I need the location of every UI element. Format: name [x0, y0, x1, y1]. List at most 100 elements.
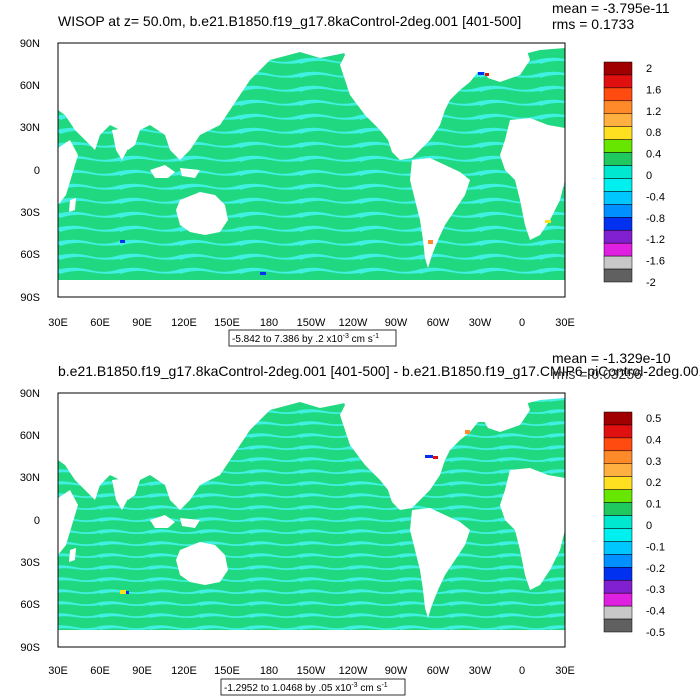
panel2-lat-axis: 90N 60N 30N 0 30S 60S 90S [20, 388, 40, 654]
colorbar-swatch [603, 592, 633, 607]
colorbar-swatch [603, 476, 633, 490]
colorbar-label: -0.3 [646, 584, 665, 596]
panel1-hotspot [485, 73, 489, 76]
lon-label: 150W [297, 317, 326, 329]
colorbar-swatch [603, 567, 633, 581]
lon-label: 30E [555, 665, 575, 677]
colorbar-swatch [603, 152, 633, 166]
panel1-colorbar: 2 1.6 1.2 0.8 0.4 0 -0.4 -0.8 -1.2 -1.6 -2 [603, 61, 665, 289]
panel1-range-box [228, 329, 397, 347]
colorbar-label: -0.4 [646, 191, 665, 203]
colorbar-swatch [603, 618, 633, 633]
panel1-hotspot [545, 220, 551, 223]
lon-label: 150W [297, 665, 326, 677]
colorbar-swatch [603, 229, 633, 244]
lon-label: 60E [90, 317, 110, 329]
colorbar-swatch [603, 113, 633, 127]
panel1-lon-axis: 30E 60E 90E 120E 150E 180 150W 120W 90W … [48, 317, 575, 329]
panel2-range-box [220, 678, 406, 696]
lat-label: 30N [20, 122, 40, 134]
colorbar-label: 1.2 [646, 106, 661, 118]
lat-label: 60S [20, 249, 40, 261]
lon-label: 60E [90, 665, 110, 677]
colorbar-label: 0.4 [646, 149, 661, 161]
colorbar-swatch [603, 502, 633, 516]
lon-label: 30W [469, 665, 492, 677]
panel1-map [58, 43, 565, 297]
colorbar-swatch [603, 87, 633, 102]
colorbar-swatch [603, 489, 633, 503]
colorbar-label: -1.2 [646, 234, 665, 246]
lon-label: 30E [555, 317, 575, 329]
lon-label: 180 [260, 317, 278, 329]
colorbar-swatch [603, 255, 633, 270]
colorbar-label: 0.3 [646, 456, 661, 468]
panel2-hotspot [120, 590, 126, 594]
lat-label: 30N [20, 472, 40, 484]
lat-label: 90N [20, 38, 40, 50]
colorbar-swatch [603, 191, 633, 205]
colorbar-swatch [603, 100, 633, 115]
colorbar-swatch [603, 450, 633, 465]
colorbar-label: -2 [646, 277, 656, 289]
lon-label: 180 [260, 665, 278, 677]
lon-label: 120E [171, 317, 197, 329]
lon-label: 30W [469, 317, 492, 329]
panel1-lat-axis: 90N 60N 30N 0 30S 60S 90S [20, 38, 40, 304]
colorbar-label: 0 [646, 520, 652, 532]
colorbar-swatch [603, 61, 633, 76]
lon-label: 30E [48, 665, 68, 677]
colorbar-swatch [603, 528, 633, 542]
panel1-hotspot [428, 240, 433, 244]
lon-label: 90W [385, 317, 408, 329]
colorbar-swatch [603, 242, 633, 257]
panel1-title: WISOP at z= 50.0m, b.e21.B1850.f19_g17.8… [58, 13, 521, 29]
lon-label: 0 [519, 665, 525, 677]
lat-label: 0 [34, 515, 40, 527]
colorbar-swatch [603, 463, 633, 477]
lon-label: 60W [427, 665, 450, 677]
colorbar-label: 0.2 [646, 477, 661, 489]
panel1-hotspot [120, 240, 125, 243]
panel2-range-label: -1.2952 to 1.0468 by .05 x10-3 cm s-1 [224, 682, 388, 694]
lat-label: 60N [20, 80, 40, 92]
panel2-map [58, 393, 565, 647]
panel2-hotspot [433, 456, 438, 459]
lat-label: 90S [20, 642, 40, 654]
colorbar-swatch [603, 217, 633, 231]
colorbar-swatch [603, 268, 633, 283]
lon-label: 90W [385, 665, 408, 677]
panel2-hotspot [126, 591, 129, 594]
colorbar-label: 0.5 [646, 413, 661, 425]
colorbar-swatch [603, 554, 633, 568]
colorbar-label: 2 [646, 63, 652, 75]
lat-label: 30S [20, 557, 40, 569]
colorbar-swatch [603, 178, 633, 192]
lat-label: 90S [20, 292, 40, 304]
lat-label: 90N [20, 388, 40, 400]
panel2-hotspot [465, 430, 470, 434]
colorbar-label: -1.6 [646, 256, 665, 268]
panel1-rms: rms = 0.1733 [552, 16, 634, 32]
lon-label: 60W [427, 317, 450, 329]
panel2-rms: rms = 0.03256 [552, 366, 642, 382]
lon-label: 150E [214, 317, 240, 329]
colorbar-label: 0.1 [646, 499, 661, 511]
panel1-hotspot [260, 272, 266, 275]
panel2-colorbar: 0.5 0.4 0.3 0.2 0.1 0 -0.1 -0.2 -0.3 -0.4 -0.5 [603, 411, 665, 639]
colorbar-swatch [603, 437, 633, 452]
lat-label: 30S [20, 207, 40, 219]
colorbar-swatch [603, 541, 633, 555]
panel2-title: b.e21.B1850.f19_g17.8kaControl-2deg.001 … [58, 363, 700, 379]
colorbar-label: -0.2 [646, 563, 665, 575]
colorbar-label: -0.4 [646, 606, 665, 618]
colorbar-label: 1.6 [646, 84, 661, 96]
colorbar-label: 0 [646, 170, 652, 182]
lon-label: 0 [519, 317, 525, 329]
panel1-range-label: -5.842 to 7.386 by .2 x10-3 cm s-1 [232, 333, 379, 345]
lon-label: 120W [339, 665, 368, 677]
lat-label: 60N [20, 430, 40, 442]
panel2-mean: mean = -1.329e-10 [552, 350, 671, 366]
colorbar-swatch [603, 165, 633, 179]
